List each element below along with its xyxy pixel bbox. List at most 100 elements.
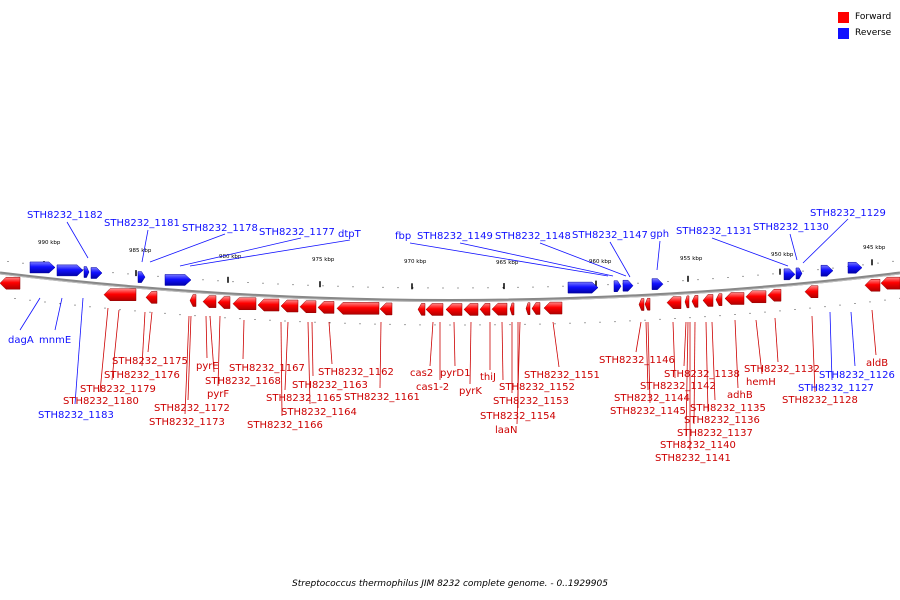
reverse-gene-arrow — [567, 281, 599, 294]
reverse-gene-arrow — [847, 261, 863, 274]
gene-label: STH8232_1166 — [247, 420, 323, 431]
forward-gene-arrow — [509, 302, 515, 316]
gene-label: STH8232_1145 — [610, 406, 686, 417]
gene-label: laaN — [495, 425, 518, 436]
label-leader-line — [280, 321, 283, 417]
gene-label: hemH — [746, 377, 776, 388]
forward-gene-arrow — [232, 297, 257, 311]
gene-label: STH8232_1154 — [480, 411, 556, 422]
gene-label: STH8232_1130 — [753, 222, 829, 233]
label-leader-line — [829, 311, 833, 381]
gene-label: gph — [650, 229, 669, 240]
forward-gene-arrow — [463, 303, 479, 316]
forward-gene-arrow — [425, 303, 444, 316]
gene-label: STH8232_1176 — [104, 370, 180, 381]
legend-item-forward: Forward — [838, 9, 891, 25]
genome-backbone — [0, 271, 900, 302]
legend-item-reverse: Reverse — [838, 25, 891, 41]
gene-label: STH8232_1142 — [640, 381, 716, 392]
reverse-gene-arrow — [164, 274, 192, 286]
reverse-gene-arrow — [137, 271, 146, 283]
label-leader-line — [147, 311, 153, 353]
gene-label: thiJ — [480, 372, 496, 383]
reverse-labels-below: dagA mnmE STH8232_1183 STH8232_1127 STH8… — [8, 335, 895, 421]
label-leader-line — [811, 315, 816, 393]
forward-gene-arrow — [445, 303, 463, 316]
label-leader-line — [635, 321, 642, 353]
gene-label: STH8232_1177 — [259, 227, 335, 238]
label-leader-line — [209, 315, 215, 373]
label-leader-line — [205, 315, 208, 359]
label-leader-line — [429, 321, 434, 367]
tick-label: 945 kbp — [863, 245, 886, 251]
label-leader-line — [685, 321, 689, 437]
gene-label: STH8232_1168 — [205, 376, 281, 387]
tick-label: 950 kbp — [771, 252, 794, 258]
legend-label: Reverse — [855, 28, 892, 38]
legend-label: Forward — [855, 12, 892, 22]
tick-label: 965 kbp — [496, 260, 519, 266]
label-leader-line — [409, 242, 609, 277]
forward-gene-arrow — [189, 294, 197, 307]
label-leader-line — [871, 309, 877, 356]
reverse-gene-arrow — [820, 264, 834, 277]
label-leader-line — [179, 237, 302, 267]
tick-label: 980 kbp — [219, 254, 242, 260]
gene-glyphs — [0, 261, 900, 316]
forward-gene-arrow — [724, 292, 745, 305]
label-leader-line — [705, 321, 709, 413]
forward-gene-arrow — [702, 294, 714, 307]
gene-label: STH8232_1175 — [112, 356, 188, 367]
label-leader-line — [609, 241, 631, 278]
gene-label: STH8232_1140 — [660, 440, 736, 451]
forward-gene-arrow — [257, 298, 280, 312]
gene-label: STH8232_1149 — [417, 231, 493, 242]
label-leader-line — [656, 240, 661, 271]
scale-ticks: 990 kbp 985 kbp 980 kbp 975 kbp 970 kbp … — [38, 240, 886, 266]
gene-label: STH8232_1135 — [690, 403, 766, 414]
gene-label: STH8232_1126 — [819, 370, 895, 381]
gene-label: adhB — [727, 390, 753, 401]
forward-gene-arrow — [479, 303, 491, 316]
label-leader-line — [755, 319, 763, 375]
gene-label: STH8232_1131 — [676, 226, 752, 237]
forward-gene-arrow — [644, 297, 651, 311]
label-leader-line — [284, 321, 289, 391]
label-leader-line — [149, 233, 226, 263]
reverse-gene-arrow — [795, 267, 803, 280]
forward-gene-arrow — [638, 298, 645, 311]
gene-label: STH8232_1167 — [229, 363, 305, 374]
forward-gene-arrow — [280, 299, 299, 313]
gene-label: STH8232_1152 — [499, 382, 575, 393]
forward-gene-arrow — [666, 296, 682, 309]
tick-label: 985 kbp — [129, 248, 152, 254]
reverse-gene-arrow — [651, 278, 664, 290]
label-leader-line — [111, 309, 120, 381]
gene-label: STH8232_1183 — [38, 410, 114, 421]
label-leader-line — [647, 321, 651, 404]
gene-label: cas2 — [410, 368, 433, 379]
label-leader-line — [850, 311, 856, 367]
label-leader-line — [187, 315, 192, 401]
tick-label: 960 kbp — [589, 259, 612, 265]
gene-label: mnmE — [39, 335, 71, 346]
label-leader-line — [802, 218, 849, 264]
gene-label: pyrK — [459, 386, 482, 397]
forward-gene-arrow — [684, 295, 690, 309]
gene-label: STH8232_1132 — [744, 364, 820, 375]
reverse-gene-arrow — [90, 267, 103, 279]
gene-label: STH8232_1151 — [524, 370, 600, 381]
reverse-gene-arrow — [29, 261, 56, 274]
label-leader-line — [516, 321, 521, 425]
gene-label: STH8232_1127 — [798, 383, 874, 394]
tick-label: 955 kbp — [680, 256, 703, 262]
label-leader-line — [469, 321, 472, 385]
forward-gene-arrow — [745, 290, 767, 304]
gene-label: STH8232_1144 — [614, 393, 690, 404]
tick-label: 970 kbp — [404, 259, 427, 265]
tick-label: 990 kbp — [38, 240, 61, 246]
label-leader-line — [189, 239, 351, 267]
label-leader-line — [311, 321, 314, 377]
label-leader-line — [453, 321, 456, 367]
